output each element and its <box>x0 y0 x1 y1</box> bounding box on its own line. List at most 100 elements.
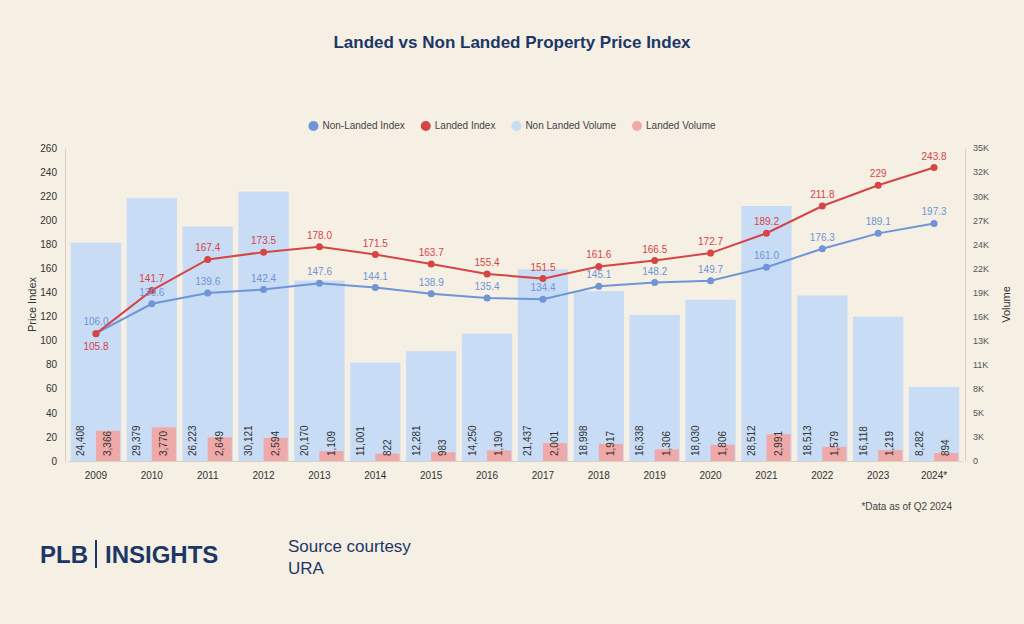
point-label: 155.4 <box>475 257 500 268</box>
x-tick: 2015 <box>420 461 443 481</box>
bar-label: 16,118 <box>858 426 869 456</box>
bar <box>96 431 120 461</box>
bar-label: 8,282 <box>914 431 925 456</box>
y-tick-label: 80 <box>46 359 58 370</box>
bar-label: 1,190 <box>493 431 504 456</box>
point <box>539 296 546 303</box>
bar <box>152 427 176 461</box>
bar <box>238 192 288 461</box>
point-label: 149.7 <box>698 264 723 275</box>
bar <box>630 315 680 461</box>
source-line: Source courtesy <box>288 537 411 556</box>
x-tick: 2021 <box>755 461 778 481</box>
logo-right: INSIGHTS <box>105 541 218 568</box>
bar <box>797 295 847 461</box>
y-tick: 140 <box>40 287 65 298</box>
x-tick-label: 2017 <box>532 470 555 481</box>
bar-label: 3,770 <box>158 431 169 456</box>
bar-label: 26,223 <box>187 425 198 456</box>
point-label: 189.1 <box>866 216 891 227</box>
point-label: 142.4 <box>251 273 276 284</box>
bar-label: 894 <box>940 439 951 456</box>
x-tick-label: 2013 <box>308 470 331 481</box>
bar <box>853 317 903 461</box>
y2-tick: 19K <box>965 288 989 298</box>
y2-tick-label: 13K <box>973 336 989 346</box>
bar-label: 28,512 <box>746 425 757 456</box>
legend: Non-Landed IndexLanded IndexNon Landed V… <box>308 120 715 131</box>
y-tick: 100 <box>40 335 65 346</box>
y-tick-label: 0 <box>51 456 57 467</box>
y-tick-label: 240 <box>40 167 57 178</box>
x-tick-label: 2019 <box>644 470 667 481</box>
y-tick: 20 <box>46 432 65 443</box>
line <box>96 168 934 334</box>
bar-label: 14,250 <box>467 425 478 456</box>
point <box>707 250 714 257</box>
y-tick: 180 <box>40 239 65 250</box>
point <box>316 280 323 287</box>
point <box>372 284 379 291</box>
legend-item: Non Landed Volume <box>511 120 616 131</box>
y-tick: 240 <box>40 167 65 178</box>
y2-tick-label: 19K <box>973 288 989 298</box>
point <box>204 289 211 296</box>
bar <box>127 198 177 461</box>
x-tick: 2017 <box>532 461 555 481</box>
x-tick: 2011 <box>197 461 219 481</box>
y2-tick: 22K <box>965 264 989 274</box>
bar-label: 1,219 <box>884 431 895 456</box>
point <box>316 243 323 250</box>
x-tick: 2020 <box>699 461 722 481</box>
page: Landed vs Non Landed Property Price Inde… <box>0 0 1024 624</box>
x-tick-label: 2023 <box>867 470 890 481</box>
y-tick: 80 <box>46 359 65 370</box>
bar-label: 2,649 <box>214 431 225 456</box>
y2-tick-label: 32K <box>973 167 989 177</box>
legend-label: Non Landed Volume <box>525 120 616 131</box>
y2-tick-label: 35K <box>973 143 989 153</box>
x-tick-label: 2022 <box>811 470 834 481</box>
x-tick: 2023 <box>867 461 890 481</box>
y-tick: 220 <box>40 191 65 202</box>
bar-label: 3,366 <box>102 431 113 456</box>
bar-label: 1,579 <box>829 431 840 456</box>
y2-tick-label: 16K <box>973 312 989 322</box>
bar-label: 18,513 <box>802 425 813 456</box>
point <box>484 270 491 277</box>
point <box>819 203 826 210</box>
y2-tick-label: 3K <box>973 432 984 442</box>
y2-tick-label: 22K <box>973 264 989 274</box>
x-tick-label: 2009 <box>85 470 108 481</box>
bar <box>71 243 121 461</box>
x-tick-label: 2021 <box>755 470 778 481</box>
bar <box>909 387 959 461</box>
point <box>707 277 714 284</box>
plot-marks <box>71 164 959 461</box>
y-axis: 020406080100120140160180200220240260 <box>40 143 65 467</box>
bar-label: 18,998 <box>578 425 589 456</box>
y2-tick: 16K <box>965 312 989 322</box>
bar <box>685 300 735 461</box>
x-tick: 2019 <box>644 461 667 481</box>
bar-label: 1,109 <box>326 431 337 456</box>
point-label: 141.7 <box>139 273 164 284</box>
point-label: 147.6 <box>307 266 332 277</box>
y2-tick: 11K <box>965 360 988 370</box>
bar-label: 20,170 <box>299 425 310 456</box>
y2-tick-label: 8K <box>973 384 984 394</box>
legend-swatch <box>308 121 318 131</box>
legend-item: Landed Index <box>421 120 496 131</box>
note: *Data as of Q2 2024 <box>861 501 952 512</box>
y2-tick-label: 27K <box>973 216 989 226</box>
bar-label: 822 <box>382 439 393 456</box>
y-tick: 160 <box>40 263 65 274</box>
x-tick: 2018 <box>588 461 611 481</box>
y-tick: 60 <box>46 383 65 394</box>
y-tick-label: 260 <box>40 143 57 154</box>
y2-tick: 13K <box>965 336 989 346</box>
x-tick: 2009 <box>85 461 108 481</box>
y-tick-label: 220 <box>40 191 57 202</box>
bar-label: 983 <box>437 439 448 456</box>
point <box>260 249 267 256</box>
